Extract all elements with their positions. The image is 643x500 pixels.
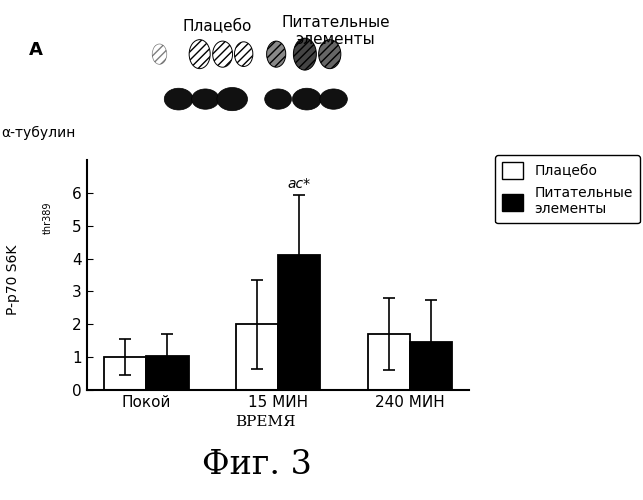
Bar	[147, 356, 188, 390]
Ellipse shape	[293, 38, 316, 70]
Text: Фиг. 3: Фиг. 3	[203, 449, 312, 481]
Bar	[278, 256, 320, 390]
Ellipse shape	[293, 88, 321, 110]
Text: A: A	[29, 41, 43, 59]
Text: ВРЕМЯ: ВРЕМЯ	[235, 416, 296, 430]
Text: α-тубулин: α-тубулин	[1, 126, 76, 140]
Ellipse shape	[267, 41, 285, 67]
Ellipse shape	[213, 41, 233, 67]
Ellipse shape	[235, 42, 253, 66]
Ellipse shape	[319, 40, 341, 68]
Ellipse shape	[189, 40, 210, 68]
Bar	[368, 334, 410, 390]
Ellipse shape	[265, 89, 291, 110]
Bar	[236, 324, 278, 390]
Bar	[104, 357, 147, 390]
Ellipse shape	[164, 88, 193, 110]
Text: ac*: ac*	[287, 177, 311, 191]
Ellipse shape	[192, 89, 219, 110]
Text: Плацебо: Плацебо	[182, 20, 251, 34]
Bar	[410, 342, 452, 390]
Text: Питательные
элементы: Питательные элементы	[281, 15, 390, 48]
Text: thr389: thr389	[43, 201, 53, 234]
Legend: Плацебо, Питательные
элементы: Плацебо, Питательные элементы	[496, 156, 640, 224]
Text: P-p70 S6K: P-p70 S6K	[6, 245, 20, 315]
Ellipse shape	[320, 89, 347, 110]
Ellipse shape	[152, 44, 167, 64]
Ellipse shape	[217, 88, 248, 110]
